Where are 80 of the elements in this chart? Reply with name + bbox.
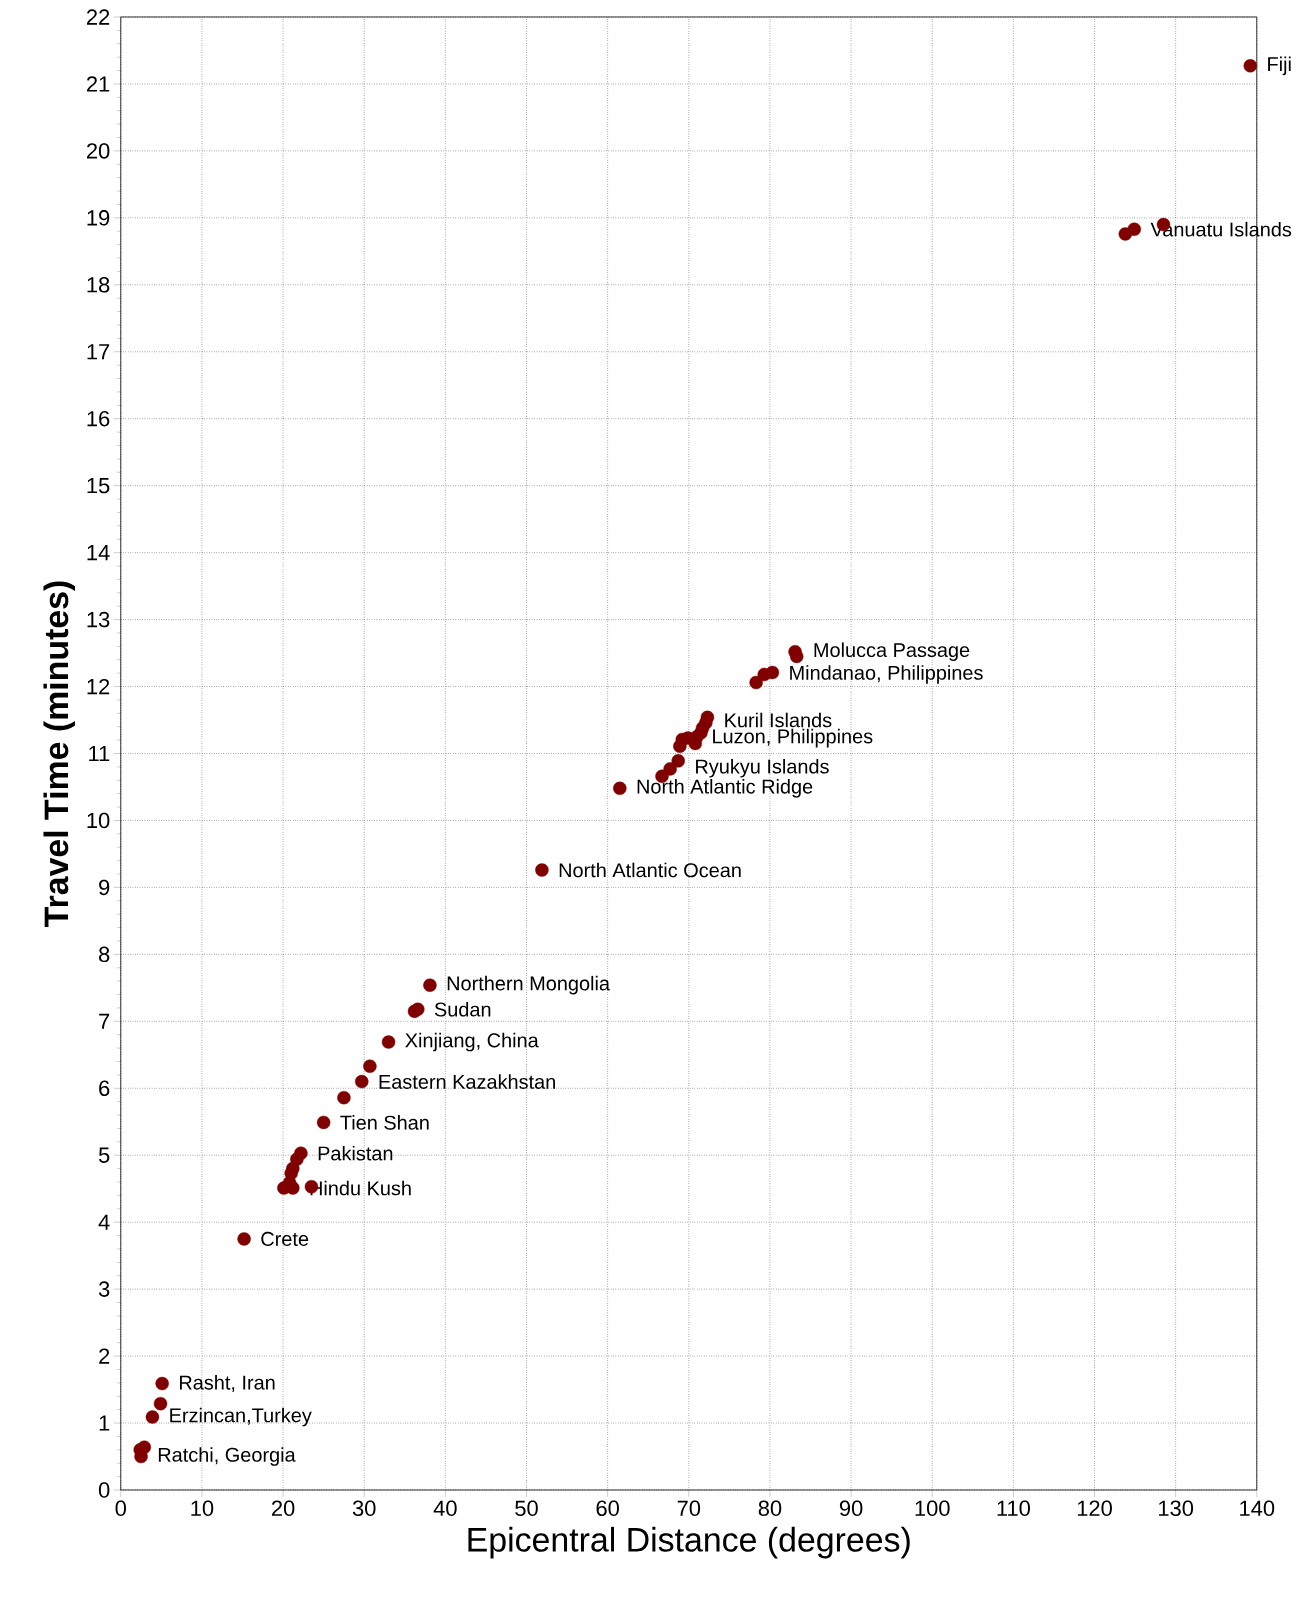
- x-tick-label: 30: [352, 1500, 376, 1517]
- annotation: Tien Shan: [340, 1115, 429, 1130]
- x-tick-label: 10: [191, 1500, 214, 1517]
- x-tick-label: 110: [997, 1500, 1031, 1517]
- point: [671, 754, 686, 768]
- x-axis-title: Epicentral Distance (degrees): [468, 1526, 910, 1559]
- y-tick-label: 10: [87, 812, 110, 829]
- x-tick-label: 60: [596, 1500, 620, 1517]
- point: [790, 649, 804, 664]
- point: [613, 781, 627, 796]
- annotation: Kuril Islands: [725, 712, 832, 728]
- annotation: Xinjiang, China: [405, 1032, 539, 1052]
- y-tick-label: 20: [87, 143, 110, 159]
- annotation: Sudan: [434, 1001, 491, 1017]
- x-tick-label: 20: [272, 1500, 295, 1517]
- annotation: Rasht, Iran: [180, 1375, 275, 1393]
- y-tick-label: 0: [99, 1482, 110, 1498]
- point: [663, 762, 677, 776]
- point: [1243, 59, 1258, 73]
- x-tick-label: 50: [515, 1500, 538, 1517]
- x-tick-label: 40: [433, 1500, 457, 1517]
- annotation: Luzon, Philippines: [713, 728, 873, 748]
- y-tick-label: 22: [87, 9, 110, 25]
- y-tick-label: 2: [99, 1348, 110, 1364]
- y-tick-label: 5: [99, 1147, 110, 1163]
- y-tick-label: 11: [89, 745, 110, 762]
- y-tick-label: 18: [87, 277, 110, 293]
- point: [381, 1035, 396, 1049]
- y-axis-title: Travel Time (minutes): [43, 581, 76, 927]
- y-tick-label: 17: [87, 344, 110, 360]
- point: [363, 1059, 377, 1073]
- y-tick-label: 12: [87, 678, 110, 695]
- point: [423, 978, 437, 992]
- y-tick-label: 13: [87, 611, 110, 628]
- y-tick-label: 3: [99, 1281, 110, 1297]
- point: [1118, 227, 1133, 241]
- point: [673, 739, 687, 753]
- y-tick-label: 7: [99, 1013, 110, 1029]
- point: [145, 1410, 160, 1424]
- y-tick-label: 15: [87, 478, 110, 494]
- point: [286, 1181, 300, 1195]
- annotation: Erzincan,Turkey: [170, 1407, 312, 1427]
- annotation: Ryukyu Islands: [696, 758, 829, 778]
- annotation: Mindanao, Philippines: [790, 665, 983, 684]
- annotation: North Atlantic Ridge: [637, 779, 813, 798]
- y-tick-label: 21: [87, 76, 110, 92]
- point: [535, 863, 549, 877]
- point: [355, 1074, 369, 1089]
- annotation: North Atlantic Ocean: [559, 862, 741, 878]
- x-tick-label: 80: [758, 1500, 782, 1517]
- point: [155, 1376, 169, 1391]
- annotation: Crete: [261, 1231, 309, 1246]
- point: [337, 1090, 351, 1105]
- y-tick-label: 1: [99, 1415, 110, 1431]
- annotation: Northern Mongolia: [447, 975, 611, 995]
- y-tick-label: 6: [99, 1080, 110, 1097]
- x-tick-label: 90: [840, 1500, 863, 1517]
- annotation: Pakistan: [318, 1145, 393, 1161]
- x-tick-label: 120: [1078, 1500, 1113, 1517]
- x-tick-label: 100: [915, 1500, 950, 1517]
- annotation: Eastern Kazakhstan: [379, 1074, 556, 1089]
- point: [757, 667, 772, 682]
- point: [749, 675, 763, 690]
- point: [317, 1115, 331, 1130]
- x-tick-label: 0: [115, 1500, 127, 1517]
- y-tick-label: 8: [99, 946, 110, 963]
- y-tick-label: 16: [87, 410, 110, 427]
- annotation: Molucca Passage: [814, 642, 970, 662]
- point: [153, 1396, 168, 1411]
- x-tick-label: 130: [1159, 1500, 1194, 1517]
- y-tick-label: 14: [87, 545, 110, 561]
- x-tick-label: 140: [1240, 1500, 1275, 1517]
- annotation: Fiji: [1268, 56, 1291, 76]
- y-tick-label: 9: [99, 879, 110, 896]
- x-tick-label: 70: [677, 1500, 701, 1517]
- y-tick-label: 19: [87, 210, 110, 226]
- y-tick-label: 4: [98, 1214, 110, 1230]
- annotation: Ratchi, Georgia: [159, 1447, 296, 1466]
- point: [237, 1232, 251, 1246]
- point: [407, 1004, 422, 1018]
